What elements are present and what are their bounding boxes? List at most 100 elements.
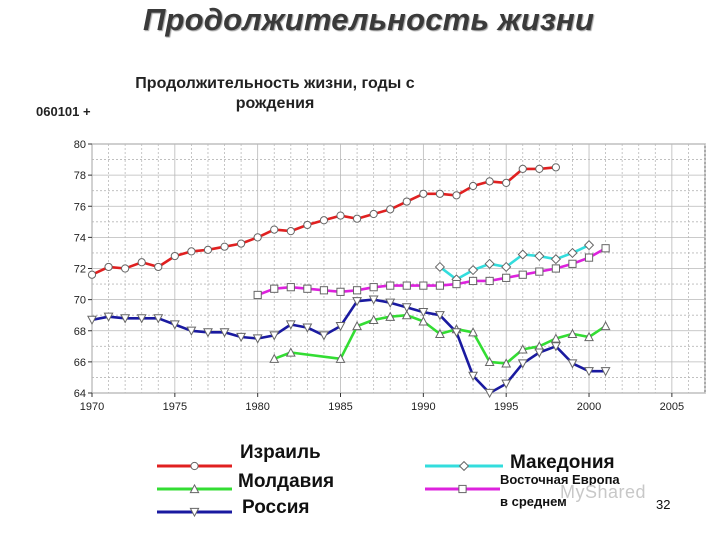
data-point-moldova (285, 347, 296, 357)
data-point-moldova (468, 327, 478, 337)
y-tick-label: 70 (74, 295, 86, 307)
data-point-russia (401, 303, 412, 313)
data-point-israel (270, 225, 279, 234)
watermark-text: MyShared (560, 482, 647, 502)
data-point-israel (203, 245, 213, 254)
data-point-israel (535, 164, 544, 173)
data-point-moldova (434, 328, 445, 338)
data-point-moldova (269, 353, 280, 363)
data-point-east-europe (435, 281, 445, 290)
y-tick-label: 64 (74, 388, 86, 400)
y-tick-label: 78 (74, 170, 86, 182)
data-point-israel (485, 177, 494, 186)
series-line-macedonia (439, 244, 590, 281)
data-point-moldova (368, 314, 379, 324)
data-point-russia (434, 311, 445, 321)
legend-label-macedonia: Македония (510, 452, 615, 473)
data-point-israel (187, 247, 196, 256)
data-point-russia (550, 342, 561, 352)
data-point-israel (121, 264, 130, 273)
x-tick-label: 2000 (577, 401, 601, 413)
data-point-moldova (335, 353, 346, 363)
data-point-east-europe (584, 253, 594, 262)
data-point-moldova (501, 358, 512, 368)
data-point-east-europe (535, 267, 544, 276)
data-point-israel (419, 189, 428, 198)
data-point-israel (386, 205, 395, 214)
data-point-east-europe (485, 276, 494, 286)
data-point-israel (402, 197, 411, 206)
data-point-moldova (385, 311, 396, 321)
legend-marker-israel (190, 461, 199, 471)
data-point-russia (319, 331, 329, 341)
data-point-russia (136, 314, 147, 324)
data-point-east-europe (601, 244, 610, 253)
data-point-east-europe (369, 283, 378, 292)
legend-label-moldova: Молдавия (238, 471, 335, 492)
data-point-east-europe (386, 281, 395, 290)
data-point-russia (352, 297, 363, 307)
data-point-east-europe (352, 286, 362, 295)
series-line-russia (91, 298, 606, 395)
data-point-israel (87, 270, 97, 279)
data-point-russia (302, 323, 313, 333)
data-point-russia (219, 328, 230, 338)
series-line-east-europe (257, 247, 607, 297)
data-point-israel (137, 258, 146, 267)
legend-marker-moldova (189, 483, 200, 494)
data-point-israel (154, 262, 163, 272)
y-tick-label: 68 (74, 326, 86, 338)
data-point-israel (518, 164, 527, 173)
data-point-east-europe (551, 264, 560, 273)
legend-marker-macedonia (458, 460, 470, 472)
data-point-moldova (584, 331, 594, 342)
legend-label-israel: Израиль (240, 442, 321, 463)
data-point-russia (418, 307, 429, 318)
data-point-russia (335, 321, 346, 332)
data-point-israel (170, 251, 179, 261)
data-point-east-europe (270, 284, 279, 293)
data-point-east-europe (286, 283, 295, 292)
data-point-east-europe (468, 276, 478, 286)
data-point-macedonia (567, 247, 578, 259)
data-point-israel (286, 227, 295, 236)
data-point-russia (534, 348, 545, 358)
data-point-macedonia (583, 240, 595, 251)
data-point-east-europe (518, 270, 527, 279)
data-point-east-europe (253, 290, 262, 300)
x-tick-label: 1990 (411, 401, 435, 413)
data-point-russia (252, 334, 263, 344)
data-point-israel (468, 181, 478, 191)
data-point-russia (468, 371, 478, 382)
x-tick-label: 1970 (80, 401, 104, 413)
data-point-east-europe (502, 273, 511, 282)
data-point-russia (87, 315, 97, 326)
data-point-moldova (567, 328, 578, 338)
data-point-israel (336, 211, 345, 220)
data-point-east-europe (336, 287, 345, 296)
data-point-russia (567, 359, 578, 369)
data-point-russia (285, 320, 296, 330)
x-tick-label: 1995 (494, 401, 518, 413)
data-point-moldova (517, 344, 528, 354)
data-point-russia (517, 359, 528, 369)
data-point-moldova (600, 320, 611, 331)
data-point-russia (203, 328, 213, 338)
data-point-russia (451, 328, 462, 338)
data-point-israel (303, 220, 312, 230)
data-point-russia (120, 314, 131, 324)
data-point-east-europe (402, 281, 411, 290)
x-tick-label: 1980 (245, 401, 269, 413)
y-tick-label: 76 (74, 201, 86, 213)
legend-marker-russia (189, 507, 200, 518)
data-point-israel (319, 216, 329, 225)
data-point-russia (584, 367, 594, 377)
data-point-macedonia (484, 258, 495, 269)
data-point-macedonia (434, 261, 446, 273)
legend-label-east-europe-line1: Восточная Европа (500, 472, 620, 487)
data-point-israel (104, 262, 113, 272)
slide-title: Продолжительность жизни (143, 2, 595, 37)
data-point-east-europe (568, 259, 577, 268)
data-point-israel (237, 239, 246, 248)
